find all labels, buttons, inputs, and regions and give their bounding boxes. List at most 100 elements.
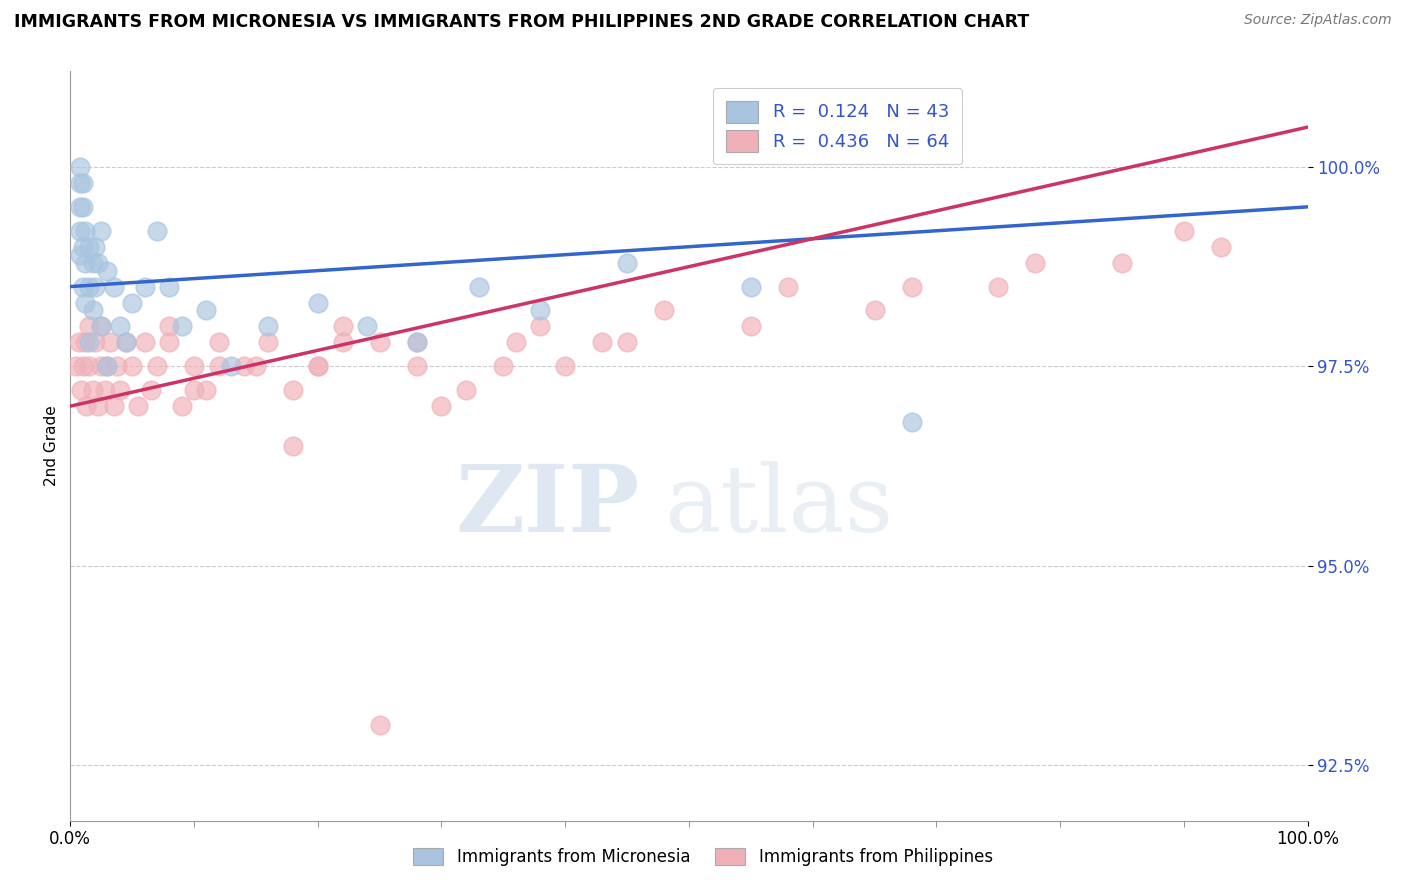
Point — [77, 335, 100, 350]
Point — [208, 335, 231, 350]
Point — [75, 335, 97, 350]
Point — [505, 335, 527, 350]
Point — [103, 399, 125, 413]
Point — [121, 359, 143, 374]
Point — [554, 359, 576, 374]
Point — [69, 160, 91, 174]
Point — [1173, 224, 1195, 238]
Point — [219, 359, 242, 374]
Point — [591, 335, 613, 350]
Point — [105, 359, 128, 374]
Point — [987, 279, 1010, 293]
Point — [139, 383, 162, 397]
Point — [69, 248, 91, 262]
Text: IMMIGRANTS FROM MICRONESIA VS IMMIGRANTS FROM PHILIPPINES 2ND GRADE CORRELATION : IMMIGRANTS FROM MICRONESIA VS IMMIGRANTS… — [14, 13, 1029, 31]
Point — [121, 295, 143, 310]
Point — [307, 359, 329, 374]
Point — [332, 335, 354, 350]
Point — [84, 335, 107, 350]
Point — [70, 383, 93, 397]
Point — [75, 224, 97, 238]
Point — [368, 718, 391, 732]
Point — [170, 399, 193, 413]
Point — [307, 359, 329, 374]
Point — [86, 399, 108, 413]
Point — [108, 319, 131, 334]
Point — [195, 383, 218, 397]
Point — [146, 224, 169, 238]
Point — [77, 240, 100, 254]
Point — [863, 303, 886, 318]
Point — [72, 176, 94, 190]
Point — [456, 383, 478, 397]
Point — [69, 224, 91, 238]
Point — [69, 200, 91, 214]
Point — [96, 359, 118, 374]
Point — [82, 383, 104, 397]
Point — [72, 359, 94, 374]
Point — [82, 255, 104, 269]
Point — [96, 263, 118, 277]
Point — [84, 240, 107, 254]
Point — [77, 319, 100, 334]
Point — [127, 399, 149, 413]
Point — [96, 359, 118, 374]
Point — [208, 359, 231, 374]
Point — [529, 303, 551, 318]
Point — [616, 255, 638, 269]
Point — [740, 319, 762, 334]
Point — [900, 279, 922, 293]
Point — [90, 359, 112, 374]
Point — [65, 359, 87, 374]
Point — [134, 335, 156, 350]
Point — [183, 359, 205, 374]
Point — [75, 399, 97, 413]
Point — [356, 319, 378, 334]
Point — [652, 303, 675, 318]
Point — [134, 279, 156, 293]
Point — [368, 335, 391, 350]
Point — [75, 255, 97, 269]
Point — [281, 383, 304, 397]
Point — [75, 295, 97, 310]
Point — [67, 335, 90, 350]
Point — [900, 415, 922, 429]
Point — [616, 335, 638, 350]
Point — [170, 319, 193, 334]
Point — [98, 335, 121, 350]
Text: Source: ZipAtlas.com: Source: ZipAtlas.com — [1244, 13, 1392, 28]
Point — [245, 359, 267, 374]
Point — [776, 279, 799, 293]
Point — [405, 335, 427, 350]
Text: ZIP: ZIP — [456, 461, 640, 551]
Y-axis label: 2nd Grade: 2nd Grade — [44, 406, 59, 486]
Point — [90, 224, 112, 238]
Point — [430, 399, 453, 413]
Point — [405, 359, 427, 374]
Point — [157, 319, 180, 334]
Point — [281, 439, 304, 453]
Point — [115, 335, 138, 350]
Point — [157, 279, 180, 293]
Point — [108, 383, 131, 397]
Point — [195, 303, 218, 318]
Point — [307, 295, 329, 310]
Point — [84, 279, 107, 293]
Point — [72, 279, 94, 293]
Point — [257, 335, 280, 350]
Point — [90, 319, 112, 334]
Point — [86, 255, 108, 269]
Point — [740, 279, 762, 293]
Point — [332, 319, 354, 334]
Point — [492, 359, 515, 374]
Point — [183, 383, 205, 397]
Point — [72, 240, 94, 254]
Legend: Immigrants from Micronesia, Immigrants from Philippines: Immigrants from Micronesia, Immigrants f… — [405, 840, 1001, 875]
Point — [77, 279, 100, 293]
Point — [69, 176, 91, 190]
Point — [90, 319, 112, 334]
Point — [1024, 255, 1046, 269]
Point — [232, 359, 254, 374]
Point — [103, 279, 125, 293]
Legend: R =  0.124   N = 43, R =  0.436   N = 64: R = 0.124 N = 43, R = 0.436 N = 64 — [713, 88, 962, 164]
